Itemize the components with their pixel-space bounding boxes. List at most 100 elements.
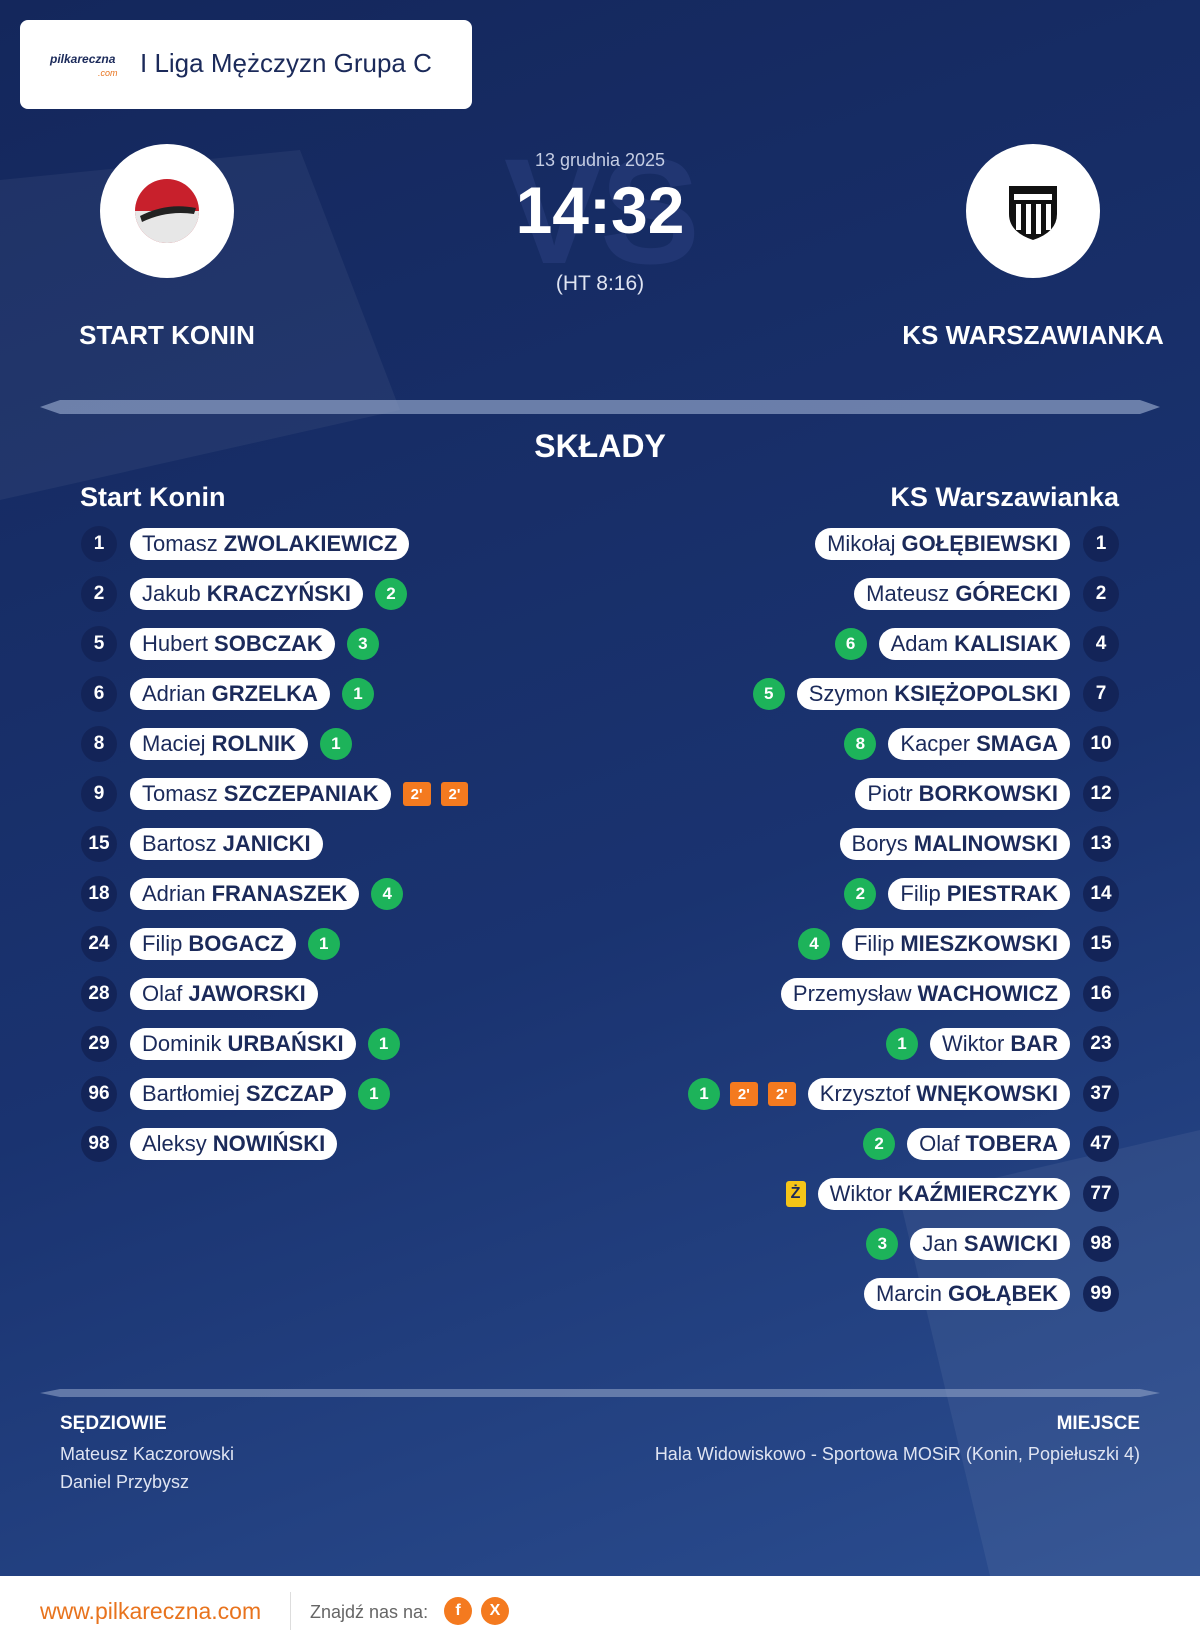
shirt-number: 23 xyxy=(1083,1026,1119,1062)
goals-badge: 1 xyxy=(367,1028,400,1060)
goals-badge: 8 xyxy=(844,728,877,760)
shirt-number: 2 xyxy=(1083,576,1119,612)
player-name: Hubert SOBCZAK xyxy=(130,628,335,660)
first-name: Kacper xyxy=(900,731,971,756)
first-name: Adam xyxy=(890,631,949,656)
player-name: Bartosz JANICKI xyxy=(130,828,323,860)
shirt-number: 7 xyxy=(1083,676,1119,712)
last-name: GRZELKA xyxy=(211,681,318,706)
player-row: Bartosz JANICKI xyxy=(130,826,323,862)
shirt-number: 96 xyxy=(81,1076,117,1112)
player-row: Kacper SMAGA 8 xyxy=(844,726,1070,762)
goals-badge: 3 xyxy=(866,1228,899,1260)
player-row: Piotr BORKOWSKI xyxy=(855,776,1070,812)
player-row: Borys MALINOWSKI xyxy=(839,826,1070,862)
facebook-icon[interactable]: f xyxy=(444,1597,472,1625)
shirt-number: 28 xyxy=(81,976,117,1012)
player-stats: 8 xyxy=(844,728,877,760)
player-row: Wiktor BAR 1 xyxy=(886,1026,1070,1062)
goals-badge: 3 xyxy=(346,628,379,660)
shirt-number: 1 xyxy=(81,526,117,562)
venue-text: Hala Widowiskowo - Sportowa MOSiR (Konin… xyxy=(654,1444,1140,1464)
first-name: Bartłomiej xyxy=(142,1081,240,1106)
first-name: Tomasz xyxy=(142,781,218,806)
player-name: Adrian GRZELKA xyxy=(130,678,330,710)
player-name: Filip PIESTRAK xyxy=(888,878,1070,910)
first-name: Dominik xyxy=(142,1031,222,1056)
site-logo-suffix: .com xyxy=(98,68,118,78)
goals-badge: 5 xyxy=(752,678,785,710)
player-stats: Ż xyxy=(785,1181,806,1207)
home-crest xyxy=(100,144,234,278)
goals-badge: 2 xyxy=(374,578,407,610)
officials-label: SĘDZIOWIE xyxy=(60,1413,167,1434)
player-name: Maciej ROLNIK xyxy=(130,728,308,760)
shirt-number: 9 xyxy=(81,776,117,812)
player-row: Przemysław WACHOWICZ xyxy=(780,976,1070,1012)
last-name: BAR xyxy=(1010,1031,1058,1056)
last-name: MIESZKOWSKI xyxy=(900,931,1058,956)
player-stats: 1 xyxy=(367,1028,400,1060)
shirt-number: 8 xyxy=(81,726,117,762)
match-date: 13 grudnia 2025 xyxy=(534,150,666,170)
goals-badge: 2 xyxy=(844,878,877,910)
player-stats: 1 xyxy=(886,1028,918,1060)
last-name: GÓRECKI xyxy=(955,581,1058,606)
player-name: Przemysław WACHOWICZ xyxy=(780,978,1070,1010)
player-name: Krzysztof WNĘKOWSKI xyxy=(807,1078,1070,1110)
player-name: Adrian FRANASZEK xyxy=(130,878,360,910)
social-label: Znajdź nas na: xyxy=(310,1602,429,1622)
player-row: Marcin GOŁĄBEK xyxy=(863,1276,1070,1312)
first-name: Jakub xyxy=(142,581,201,606)
home-team: START KONIN xyxy=(79,320,255,350)
player-name: Filip MIESZKOWSKI xyxy=(841,928,1070,960)
first-name: Hubert xyxy=(142,631,209,656)
player-row: Filip BOGACZ 1 xyxy=(130,926,340,962)
site-logo: pilkareczna xyxy=(50,52,116,66)
player-stats: 1 xyxy=(341,678,374,710)
first-name: Aleksy xyxy=(142,1131,207,1156)
shirt-number: 18 xyxy=(81,876,117,912)
halftime-score: (HT 8:16) xyxy=(555,272,645,295)
website-link[interactable]: www.pilkareczna.com xyxy=(40,1598,262,1624)
first-name: Przemysław xyxy=(792,981,912,1006)
shirt-number: 47 xyxy=(1083,1126,1119,1162)
player-name: Olaf JAWORSKI xyxy=(130,978,318,1010)
player-row: Bartłomiej SZCZAP 1 xyxy=(130,1076,390,1112)
x-icon[interactable]: X xyxy=(481,1597,509,1625)
shirt-number: 2 xyxy=(81,576,117,612)
player-row: Aleksy NOWIŃSKI xyxy=(130,1126,338,1162)
player-name: Jan SAWICKI xyxy=(910,1228,1070,1260)
first-name: Wiktor xyxy=(829,1181,892,1206)
player-name: Wiktor BAR xyxy=(930,1028,1070,1060)
player-name: Bartłomiej SZCZAP xyxy=(130,1078,346,1110)
goals-badge: 4 xyxy=(371,878,404,910)
last-name: JANICKI xyxy=(222,831,311,856)
suspension-badge: 2' xyxy=(767,1082,796,1106)
player-row: Szymon KSIĘŻOPOLSKI 5 xyxy=(752,676,1070,712)
league-header: pilkareczna .com I Liga Mężczyzn Grupa C xyxy=(20,20,472,109)
first-name: Adrian xyxy=(142,681,206,706)
player-stats: 6 xyxy=(834,628,867,660)
player-stats: 1 xyxy=(357,1078,390,1110)
goals-badge: 1 xyxy=(341,678,374,710)
goals-badge: 1 xyxy=(357,1078,390,1110)
player-name: Filip BOGACZ xyxy=(130,928,296,960)
player-stats: 3 xyxy=(346,628,379,660)
player-stats: 1 2' 2' xyxy=(687,1078,796,1110)
last-name: BORKOWSKI xyxy=(918,781,1058,806)
first-name: Bartosz xyxy=(142,831,217,856)
goals-badge: 1 xyxy=(319,728,352,760)
official-name: Daniel Przybysz xyxy=(60,1472,190,1492)
last-name: GOŁĄBEK xyxy=(948,1281,1058,1306)
away-crest xyxy=(966,144,1100,278)
footer: www.pilkareczna.com Znajdź nas na: f X xyxy=(0,1576,1200,1646)
first-name: Olaf xyxy=(142,981,183,1006)
shirt-number: 1 xyxy=(1083,526,1119,562)
last-name: JAWORSKI xyxy=(188,981,306,1006)
player-name: Mikołaj GOŁĘBIEWSKI xyxy=(815,528,1070,560)
player-row: Jakub KRACZYŃSKI 2 xyxy=(130,576,407,612)
shirt-number: 13 xyxy=(1083,826,1119,862)
last-name: WACHOWICZ xyxy=(917,981,1058,1006)
shirt-number: 16 xyxy=(1083,976,1119,1012)
